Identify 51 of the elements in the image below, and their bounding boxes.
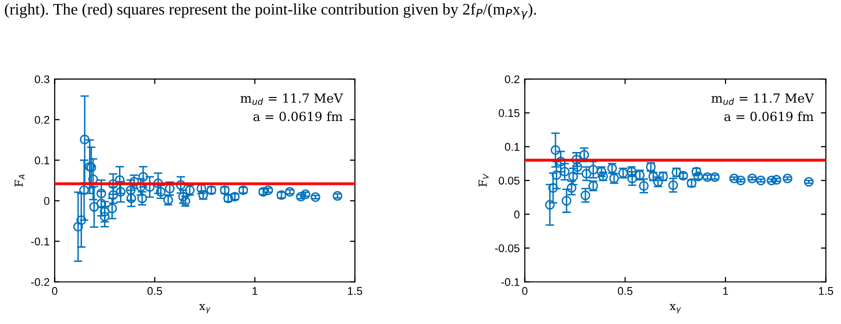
x-tick-label: 1 bbox=[723, 287, 728, 295]
point bbox=[638, 181, 649, 191]
point bbox=[144, 182, 155, 192]
point bbox=[176, 180, 186, 190]
x-tick-label: 1.5 bbox=[818, 287, 834, 295]
point bbox=[562, 196, 572, 206]
point bbox=[108, 179, 118, 189]
point bbox=[579, 150, 590, 160]
point bbox=[588, 164, 598, 175]
x-tick-label: 0 bbox=[522, 287, 528, 295]
point bbox=[552, 170, 562, 180]
y-tick-label: 0.1 bbox=[504, 142, 520, 151]
y-tick-label: 0.1 bbox=[34, 156, 50, 164]
y-axis-title: F$_{A}$ bbox=[14, 174, 25, 187]
x-tick-label: 1.5 bbox=[348, 287, 362, 295]
point bbox=[560, 166, 570, 177]
y-tick-label: -0.2 bbox=[31, 278, 50, 286]
y-tick-label: 0.3 bbox=[34, 75, 50, 84]
point bbox=[556, 156, 566, 166]
x-axis-title: x$_{γ}$ bbox=[670, 304, 681, 314]
y-tick-label: -0.05 bbox=[495, 244, 520, 252]
x-tick-label: 0 bbox=[52, 287, 58, 295]
x-tick-label: 0.5 bbox=[618, 287, 632, 295]
annotation: a = 0.0619 fm bbox=[724, 112, 814, 122]
x-axis-title: x$_{γ}$ bbox=[199, 304, 210, 314]
y-tick-label: 0 bbox=[44, 197, 50, 205]
point bbox=[545, 200, 555, 210]
point bbox=[73, 222, 83, 232]
y-tick-label: 0 bbox=[514, 210, 520, 218]
point bbox=[548, 183, 558, 193]
point bbox=[80, 134, 90, 144]
y-tick-label: 0.05 bbox=[498, 176, 520, 185]
annotation: m$_{ud}$ = 11.7 MeV bbox=[240, 93, 344, 105]
annotation: a = 0.0619 fm bbox=[253, 112, 343, 122]
x-tick-label: 1 bbox=[252, 287, 258, 295]
y-axis-title: F$_{V}$ bbox=[478, 174, 489, 187]
y-tick-label: 0.2 bbox=[34, 116, 50, 124]
point bbox=[804, 176, 814, 187]
point bbox=[580, 190, 590, 200]
text: (right). The (red) squares represent the point-like contribution given by 2f$_{P}$/(m$_{P}$x$_{γ}$). bbox=[4, 3, 536, 20]
y-tick-label: 0.15 bbox=[498, 109, 520, 117]
x-tick-label: 0.5 bbox=[147, 287, 162, 295]
y-tick-label: -0.1 bbox=[501, 278, 520, 286]
point bbox=[263, 185, 274, 196]
y-tick-label: 0.2 bbox=[504, 75, 520, 84]
y-tick-label: -0.1 bbox=[31, 238, 50, 246]
annotation: m$_{ud}$ = 11.7 MeV bbox=[711, 93, 814, 105]
point bbox=[96, 188, 106, 198]
point bbox=[76, 215, 86, 226]
point bbox=[89, 202, 99, 212]
point bbox=[550, 145, 560, 155]
